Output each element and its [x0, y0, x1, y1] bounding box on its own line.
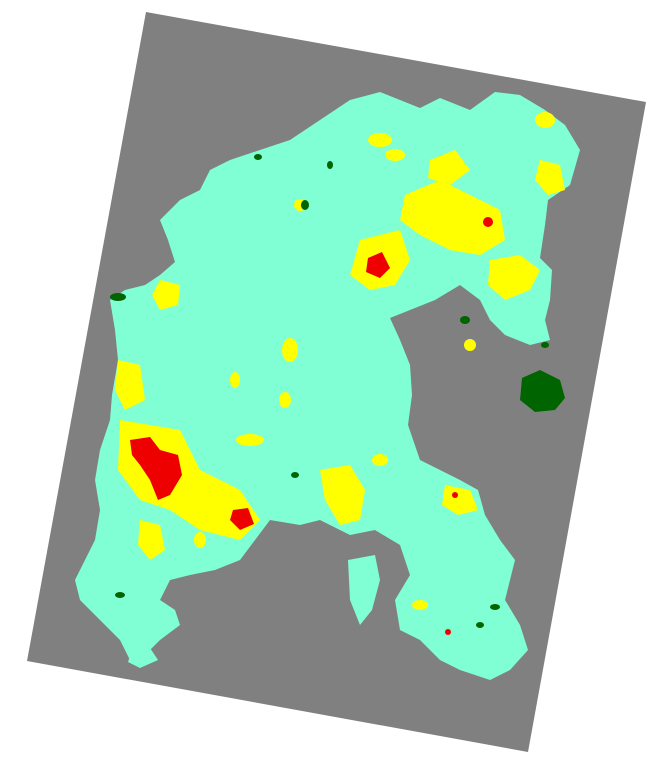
green-spot-sw — [115, 592, 125, 598]
red-patch-south — [230, 508, 254, 530]
yellow-spot-2 — [385, 149, 405, 161]
yellow-spot-1 — [368, 133, 392, 147]
yellow-spot-3 — [282, 338, 298, 362]
yellow-patch-ne-upper — [428, 150, 470, 185]
yellow-spot-8 — [194, 532, 206, 548]
yellow-patch-south-center — [320, 465, 365, 525]
yellow-patch-east — [488, 255, 540, 300]
green-spot-ne — [460, 316, 470, 324]
yellow-patch-northwest — [152, 280, 180, 310]
red-spot-south — [445, 629, 451, 635]
yellow-spot-7 — [412, 600, 428, 610]
yellow-spot-6 — [372, 454, 388, 466]
green-spot-ne2 — [541, 342, 549, 348]
yellow-patch-northeast — [400, 180, 505, 255]
green-spot-north — [301, 200, 309, 210]
green-spot-north2 — [327, 161, 333, 169]
red-spot-southeast — [452, 492, 458, 498]
landmass-south-peninsula — [348, 555, 380, 625]
yellow-patch-far-ne — [535, 160, 565, 195]
red-spot-east — [483, 217, 493, 227]
class-darkgreen-patches — [110, 154, 565, 628]
yellow-spot-5 — [279, 392, 291, 408]
yellow-patch-west — [115, 360, 145, 410]
red-patch-southwest — [130, 437, 182, 500]
green-spot-top — [254, 154, 262, 160]
green-spot-center — [291, 472, 299, 478]
yellow-spot-11 — [464, 339, 476, 351]
yellow-spot-12 — [535, 112, 555, 128]
class-yellow-patches — [115, 112, 565, 610]
yellow-spot-9 — [230, 372, 240, 388]
yellow-patch-sw-lower — [138, 520, 165, 560]
green-spot-se — [476, 622, 484, 628]
darkgreen-islet — [520, 370, 565, 412]
class-red-patches — [130, 217, 493, 635]
red-patch-center-north — [366, 252, 390, 278]
green-spot-nw — [110, 293, 126, 301]
yellow-patch-southeast — [442, 485, 478, 515]
landmass-southwest-islet — [128, 648, 158, 668]
yellow-spot-4 — [236, 434, 264, 446]
green-spot-south — [490, 604, 500, 610]
